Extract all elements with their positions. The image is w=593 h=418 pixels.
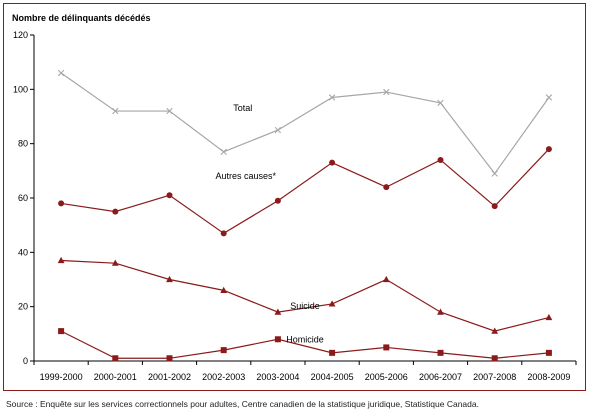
series-line-homicide <box>60 330 549 359</box>
x-marker-stroke <box>383 88 390 96</box>
series-label-total: Total <box>233 103 252 113</box>
series-line-autres-causes <box>61 148 550 235</box>
data-point-homicide <box>112 355 119 362</box>
y-tick-label: 20 <box>18 302 28 312</box>
data-point-homicide <box>274 336 281 343</box>
data-point-autres-causes <box>274 197 281 204</box>
chart-frame <box>3 3 586 391</box>
y-tick-label: 80 <box>18 139 28 149</box>
x-tick-label: 2006-2007 <box>419 372 462 382</box>
x-marker-stroke <box>274 126 282 134</box>
data-point-suicide <box>491 327 499 334</box>
line-chart: Nombre de délinquants décédés 0 20 40 60 80 10… <box>12 13 577 382</box>
x-tick-label: 2003-2004 <box>256 372 299 382</box>
y-tick-label: 120 <box>13 30 28 40</box>
x-tick-label: 2005-2006 <box>365 372 408 382</box>
y-axis-title: Nombre de délinquants décédés <box>12 13 151 23</box>
source-note: Source : Enquête sur les services correc… <box>6 399 479 409</box>
series-label-suicide: Suicide <box>290 301 320 311</box>
data-point-total <box>328 94 336 101</box>
x-marker-stroke <box>491 170 498 177</box>
data-point-suicide <box>328 300 336 307</box>
x-marker-stroke <box>220 148 227 156</box>
data-point-homicide <box>383 344 390 351</box>
x-marker-stroke <box>328 94 336 101</box>
data-point-total <box>383 88 390 96</box>
x-tick-label: 2001-2002 <box>148 372 191 382</box>
y-tick-label: 60 <box>18 193 28 203</box>
x-marker-stroke <box>57 69 65 77</box>
data-point-suicide <box>220 286 228 293</box>
data-point-suicide <box>437 308 444 315</box>
data-point-homicide <box>491 355 498 362</box>
data-point-homicide <box>166 355 173 362</box>
data-point-homicide <box>545 349 552 356</box>
data-point-autres-causes <box>491 203 498 210</box>
data-point-autres-causes <box>437 156 444 163</box>
x-tick-label: 2007-2008 <box>473 372 516 382</box>
x-marker-stroke <box>166 107 173 115</box>
data-point-total <box>166 107 173 115</box>
y-tick-label: 100 <box>13 84 28 94</box>
data-point-suicide <box>166 275 173 283</box>
data-point-total <box>220 148 227 156</box>
data-point-autres-causes <box>383 184 390 191</box>
data-point-total <box>112 107 119 115</box>
data-point-autres-causes <box>329 159 336 166</box>
series-label-homicide: Homicide <box>286 335 324 345</box>
x-marker-stroke <box>545 94 553 101</box>
data-point-total <box>57 69 65 77</box>
data-point-autres-causes <box>220 230 227 237</box>
data-point-autres-causes <box>58 200 65 207</box>
series-line-suicide <box>61 259 550 332</box>
data-point-autres-causes <box>112 208 119 215</box>
x-tick-label: 1999-2000 <box>40 372 83 382</box>
x-marker-stroke <box>112 107 119 115</box>
data-point-homicide <box>329 349 336 356</box>
data-point-suicide <box>274 308 282 315</box>
x-tick-label: 2008-2009 <box>527 372 570 382</box>
x-tick-label: 2000-2001 <box>94 372 137 382</box>
data-point-autres-causes <box>166 192 173 199</box>
data-point-autres-causes <box>545 146 552 153</box>
data-point-homicide <box>220 347 227 354</box>
y-tick-label: 0 <box>23 356 28 366</box>
series-line-total <box>60 72 550 175</box>
data-point-total <box>491 170 498 177</box>
data-point-homicide <box>437 349 444 356</box>
x-tick-label: 2004-2005 <box>311 372 354 382</box>
data-point-homicide <box>58 328 65 335</box>
data-point-suicide <box>382 275 390 283</box>
data-point-total <box>437 99 444 107</box>
data-point-total <box>274 126 282 134</box>
x-tick-label: 2002-2003 <box>202 372 245 382</box>
data-point-suicide <box>57 256 65 264</box>
data-point-suicide <box>111 259 119 266</box>
series-label-autres-causes: Autres causes* <box>216 171 277 181</box>
data-point-suicide <box>545 313 553 321</box>
x-marker-stroke <box>437 99 444 107</box>
y-tick-label: 40 <box>18 247 28 257</box>
data-point-total <box>545 94 553 101</box>
